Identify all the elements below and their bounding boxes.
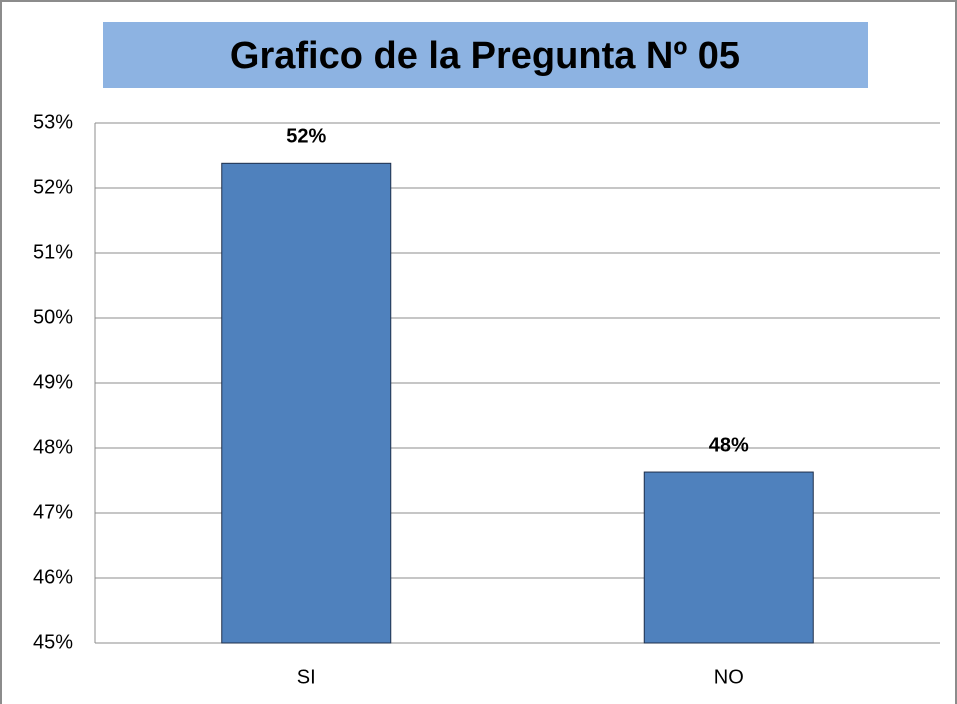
data-label: 52% (286, 126, 326, 148)
y-tick-label: 52% (33, 176, 73, 198)
x-tick-label: SI (297, 666, 316, 688)
bar (221, 162, 392, 644)
x-tick-label: NO (714, 666, 744, 688)
y-tick-label: 47% (33, 501, 73, 523)
y-tick-label: 49% (33, 371, 73, 393)
y-tick-label: 53% (33, 111, 73, 133)
title-box (103, 22, 868, 88)
y-tick-label: 48% (33, 436, 73, 458)
data-label: 48% (709, 434, 749, 456)
y-tick-label: 45% (33, 631, 73, 653)
y-tick-label: 51% (33, 241, 73, 263)
y-tick-label: 46% (33, 566, 73, 588)
chart-title: Grafico de la Pregunta Nº 05 (230, 35, 740, 77)
y-tick-label: 50% (33, 306, 73, 328)
bar (643, 471, 814, 644)
